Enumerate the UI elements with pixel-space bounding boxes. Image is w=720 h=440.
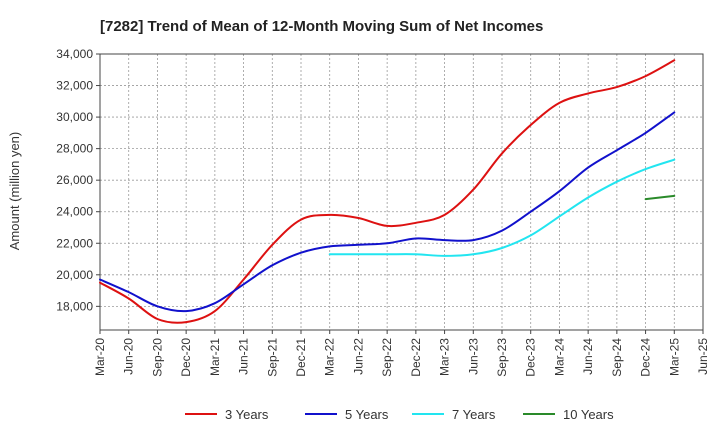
legend-label-3-years: 3 Years	[225, 407, 269, 422]
x-tick-label: Dec-24	[639, 338, 653, 377]
legend: 3 Years 5 Years 7 Years 10 Years	[185, 407, 614, 422]
x-axis-ticks: Mar-20 Jun-20 Sep-20 Dec-20 Mar-21 Jun-21 Sep-…	[93, 330, 710, 377]
series-lines	[99, 59, 676, 324]
x-tick-label: Mar-23	[438, 338, 452, 376]
x-tick-label: Jun-23	[466, 338, 480, 375]
x-tick-label: Mar-21	[208, 338, 222, 376]
y-tick-label: 30,000	[56, 110, 93, 124]
y-axis-ticks: 18,000 20,000 22,000 24,000 26,000 28,000 30,0…	[56, 47, 100, 313]
y-axis-label: Amount (million yen)	[7, 132, 22, 251]
chart-title: [7282] Trend of Mean of 12-Month Moving …	[100, 18, 543, 35]
y-tick-label: 22,000	[56, 236, 93, 250]
x-tick-label: Mar-25	[667, 338, 681, 376]
x-tick-label: Mar-22	[323, 338, 337, 376]
legend-label-7-years: 7 Years	[452, 407, 496, 422]
series-line-3-years	[99, 59, 676, 324]
legend-label-5-years: 5 Years	[345, 407, 389, 422]
x-tick-label: Dec-20	[179, 338, 193, 377]
series-line-10-years	[644, 194, 676, 201]
x-tick-label: Jun-24	[581, 338, 595, 375]
x-tick-label: Dec-23	[524, 338, 538, 377]
gridlines	[99, 53, 704, 330]
x-tick-label: Mar-24	[552, 338, 566, 376]
x-tick-label: Sep-21	[265, 338, 279, 377]
y-tick-label: 34,000	[56, 47, 93, 61]
y-tick-label: 28,000	[56, 142, 93, 156]
x-tick-label: Mar-20	[93, 338, 107, 376]
x-tick-label: Sep-23	[495, 338, 509, 377]
series-line-5-years	[99, 111, 676, 313]
x-tick-label: Sep-20	[150, 338, 164, 377]
x-tick-label: Sep-22	[380, 338, 394, 377]
series-line-7-years	[328, 158, 676, 257]
x-tick-label: Jun-20	[122, 338, 136, 375]
y-tick-label: 32,000	[56, 79, 93, 93]
y-tick-label: 18,000	[56, 299, 93, 313]
y-tick-label: 24,000	[56, 205, 93, 219]
plot-area	[99, 53, 704, 331]
x-tick-label: Dec-21	[294, 338, 308, 377]
legend-label-10-years: 10 Years	[563, 407, 614, 422]
y-tick-label: 26,000	[56, 173, 93, 187]
y-tick-label: 20,000	[56, 268, 93, 282]
x-tick-label: Sep-24	[610, 338, 624, 377]
x-tick-label: Jun-21	[237, 338, 251, 375]
x-tick-label: Jun-22	[351, 338, 365, 375]
x-tick-label: Jun-25	[696, 338, 710, 375]
x-tick-label: Dec-22	[409, 338, 423, 377]
